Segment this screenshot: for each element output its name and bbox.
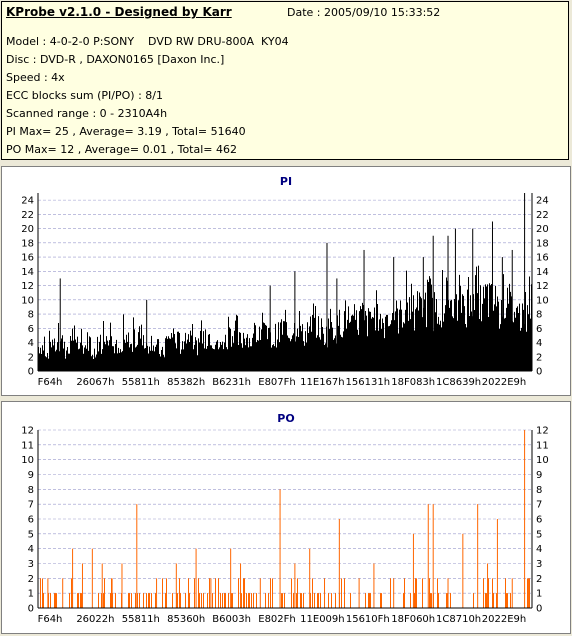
po-ytick-right: 11 xyxy=(536,440,549,451)
pi-ytick-left: 4 xyxy=(28,338,34,349)
speed-line: Speed : 4x xyxy=(6,71,65,84)
pi-ytick-right: 24 xyxy=(536,196,549,207)
po-ytick-left: 10 xyxy=(21,455,34,466)
pi-ytick-right: 0 xyxy=(536,367,542,378)
po-ytick-left: 3 xyxy=(28,559,34,570)
pi-ytick-right: 6 xyxy=(536,324,542,335)
po-xtick: B6003h xyxy=(212,614,251,625)
pi-xtick: 18F083h xyxy=(391,377,435,388)
scan-date: Date : 2005/09/10 15:33:52 xyxy=(287,6,441,19)
pi-ytick-left: 18 xyxy=(21,238,34,249)
pi-xtick: 11E167h xyxy=(300,377,344,388)
pi-ytick-right: 18 xyxy=(536,238,549,249)
pi-summary-line: PI Max= 25 , Average= 3.19 , Total= 5164… xyxy=(6,125,246,138)
info-panel: KProbe v2.1.0 - Designed by Karr Date : … xyxy=(1,1,569,160)
po-ytick-right: 0 xyxy=(536,604,542,615)
po-chart-title: PO xyxy=(277,412,295,425)
model-line: Model : 4-0-2-0 P:SONY DVD RW DRU-800A K… xyxy=(6,35,289,48)
pi-xtick: F64h xyxy=(38,377,63,388)
po-ytick-right: 10 xyxy=(536,455,549,466)
po-xtick: 18F060h xyxy=(391,614,435,625)
po-ytick-left: 4 xyxy=(28,544,34,555)
po-ytick-right: 4 xyxy=(536,544,542,555)
po-ytick-left: 7 xyxy=(28,500,34,511)
pi-ytick-right: 2 xyxy=(536,352,542,363)
pi-xtick: 85382h xyxy=(167,377,205,388)
po-ytick-right: 9 xyxy=(536,470,542,481)
po-ytick-left: 6 xyxy=(28,515,34,526)
po-chart-panel: PO 0 0 1 1 2 2 3 3 4 4 5 5 6 6 7 7 8 8 9 9 10 10 11 11 12 12 F64h 2… xyxy=(1,401,571,634)
pi-xtick: B6231h xyxy=(212,377,251,388)
po-ytick-left: 0 xyxy=(28,604,34,615)
po-xtick: F64h xyxy=(38,614,63,625)
po-ytick-right: 2 xyxy=(536,574,542,585)
pi-ytick-left: 24 xyxy=(21,196,34,207)
pi-xtick: 1C8639h xyxy=(436,377,481,388)
po-ytick-left: 1 xyxy=(28,589,34,600)
po-xtick: 11E009h xyxy=(300,614,344,625)
po-ytick-right: 12 xyxy=(536,426,549,437)
app-title: KProbe v2.1.0 - Designed by Karr xyxy=(6,5,232,19)
pi-ytick-right: 20 xyxy=(536,224,549,235)
po-xtick: 15610Fh xyxy=(346,614,390,625)
pi-xtick: 26067h xyxy=(76,377,114,388)
pi-ytick-left: 16 xyxy=(21,253,34,264)
pi-chart-title: PI xyxy=(279,175,293,188)
po-xtick: E802Fh xyxy=(258,614,296,625)
po-ytick-left: 5 xyxy=(28,529,34,540)
disc-line: Disc : DVD-R , DAXON0165 [Daxon Inc.] xyxy=(6,53,225,66)
pi-ytick-right: 16 xyxy=(536,253,549,264)
po-summary-line: PO Max= 12 , Average= 0.01 , Total= 462 xyxy=(6,143,237,156)
pi-ytick-right: 4 xyxy=(536,338,542,349)
po-xtick: 1C8710h xyxy=(436,614,481,625)
pi-ytick-right: 14 xyxy=(536,267,549,278)
pi-xtick: 2022E9h xyxy=(482,377,526,388)
pi-ytick-right: 12 xyxy=(536,281,549,292)
po-ytick-left: 9 xyxy=(28,470,34,481)
pi-xtick: 156131h xyxy=(346,377,391,388)
pi-ytick-left: 6 xyxy=(28,324,34,335)
pi-ytick-right: 10 xyxy=(536,295,549,306)
po-xtick: 26022h xyxy=(76,614,114,625)
po-xtick: 2022E9h xyxy=(482,614,526,625)
pi-ytick-right: 22 xyxy=(536,210,549,221)
po-ytick-right: 8 xyxy=(536,485,542,496)
ecc-line: ECC blocks sum (PI/PO) : 8/1 xyxy=(6,89,163,102)
pi-ytick-left: 14 xyxy=(21,267,34,278)
po-ytick-right: 6 xyxy=(536,515,542,526)
pi-xtick: 55811h xyxy=(122,377,160,388)
pi-chart-panel: PI 0 0 2 2 4 4 6 6 8 8 10 10 12 12 14 14 16 16 18 18 20 20 22 2… xyxy=(1,166,571,396)
pi-ytick-left: 10 xyxy=(21,295,34,306)
pi-ytick-left: 8 xyxy=(28,310,34,321)
po-ytick-right: 1 xyxy=(536,589,542,600)
range-line: Scanned range : 0 - 2310A4h xyxy=(6,107,168,120)
po-ytick-right: 3 xyxy=(536,559,542,570)
po-xtick: 85360h xyxy=(167,614,205,625)
po-ytick-right: 7 xyxy=(536,500,542,511)
po-ytick-left: 2 xyxy=(28,574,34,585)
pi-ytick-left: 0 xyxy=(28,367,34,378)
po-xtick: 55811h xyxy=(122,614,160,625)
po-ytick-left: 12 xyxy=(21,426,34,437)
pi-ytick-left: 2 xyxy=(28,352,34,363)
po-ytick-left: 8 xyxy=(28,485,34,496)
pi-ytick-left: 22 xyxy=(21,210,34,221)
po-ytick-right: 5 xyxy=(536,529,542,540)
pi-xtick: E807Fh xyxy=(258,377,296,388)
po-ytick-left: 11 xyxy=(21,440,34,451)
pi-ytick-right: 8 xyxy=(536,310,542,321)
pi-ytick-left: 12 xyxy=(21,281,34,292)
pi-ytick-left: 20 xyxy=(21,224,34,235)
